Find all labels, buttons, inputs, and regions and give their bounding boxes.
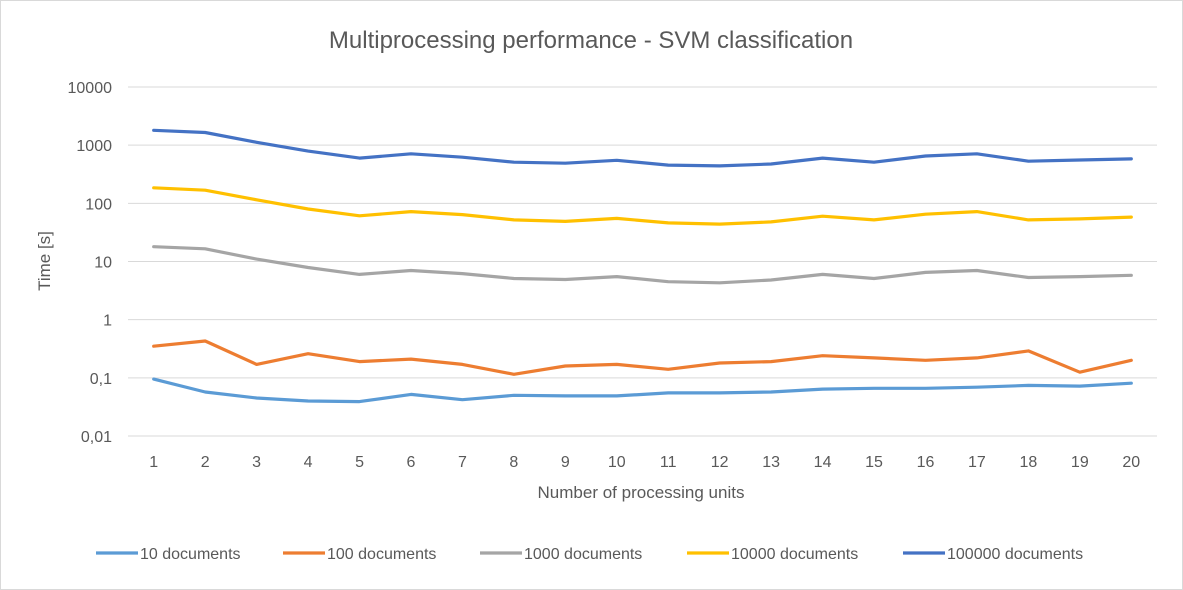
legend-label-2: 1000 documents <box>524 546 642 563</box>
x-tick-label: 11 <box>660 454 677 471</box>
x-tick-label: 18 <box>1019 454 1037 471</box>
x-tick-label: 12 <box>711 454 729 471</box>
y-axis-label: Time [s] <box>35 231 54 291</box>
x-tick-label: 10 <box>608 454 626 471</box>
y-tick-label: 1 <box>103 313 112 330</box>
legend: 10 documents 100 documents 1000 documents 1… <box>96 546 1083 563</box>
x-tick-label: 16 <box>917 454 935 471</box>
x-tick-label: 13 <box>762 454 780 471</box>
x-tick-label: 14 <box>814 454 832 471</box>
x-axis-label: Number of processing units <box>538 483 745 502</box>
x-tick-label: 4 <box>304 454 313 471</box>
x-tick-label: 7 <box>458 454 467 471</box>
chart-title: Multiprocessing performance - SVM classi… <box>329 27 853 54</box>
x-tick-label: 17 <box>968 454 986 471</box>
x-tick-label: 20 <box>1122 454 1140 471</box>
y-tick-label: 1000 <box>76 138 112 155</box>
x-tick-label: 3 <box>252 454 261 471</box>
y-tick-label: 0,1 <box>90 371 112 388</box>
y-axis-ticks: 10000 1000 100 10 1 0,1 0,01 <box>68 80 113 446</box>
x-tick-label: 2 <box>201 454 210 471</box>
y-tick-label: 10 <box>94 255 112 272</box>
series-line-3 <box>152 186 1133 226</box>
x-tick-label: 19 <box>1071 454 1089 471</box>
x-tick-label: 9 <box>561 454 570 471</box>
legend-label-1: 100 documents <box>327 546 436 563</box>
series-line-0 <box>152 377 1133 404</box>
series-line-2 <box>152 245 1133 285</box>
y-tick-label: 10000 <box>68 80 113 97</box>
series-line-4 <box>152 128 1133 168</box>
series-lines <box>152 128 1133 404</box>
series-line-1 <box>152 339 1133 376</box>
y-tick-label: 100 <box>85 196 112 213</box>
x-tick-label: 6 <box>407 454 416 471</box>
x-tick-label: 5 <box>355 454 364 471</box>
gridlines <box>128 86 1157 437</box>
x-tick-label: 15 <box>865 454 883 471</box>
legend-label-3: 10000 documents <box>731 546 858 563</box>
x-tick-label: 1 <box>149 454 158 471</box>
legend-label-4: 100000 documents <box>947 546 1083 563</box>
x-axis-ticks: 1 2 3 4 5 6 7 8 9 10 11 12 13 14 15 16 17 18 19 20 <box>149 454 1140 471</box>
x-tick-label: 8 <box>509 454 518 471</box>
y-tick-label: 0,01 <box>81 429 112 446</box>
legend-label-0: 10 documents <box>140 546 241 563</box>
